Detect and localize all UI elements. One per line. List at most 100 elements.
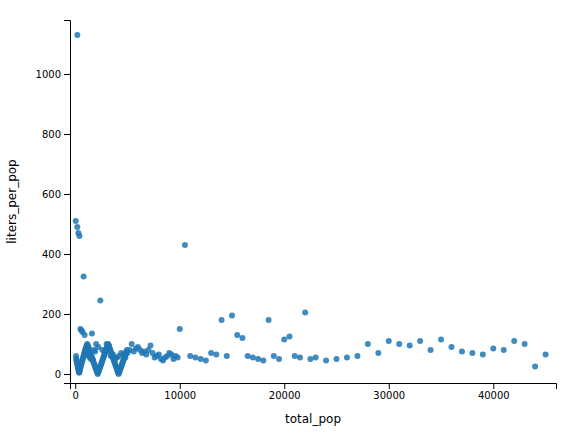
point [511,338,517,344]
point [89,331,95,337]
tick-label: 400 [42,249,61,260]
point [375,350,381,356]
tick-mark [64,194,70,195]
tick-mark [64,74,70,75]
point [260,358,266,364]
tick-mark [64,134,70,135]
point [386,338,392,344]
point [224,353,230,359]
tick: 400 [42,249,70,260]
tick-mark [493,383,494,389]
point [354,353,360,359]
point [124,347,130,353]
point [74,32,80,38]
point [286,334,292,340]
point [229,313,235,319]
point [271,353,277,359]
point [543,352,549,358]
point [73,218,79,224]
point [250,355,256,361]
chart: 0 10000 20000 30000 40000 0 200 400 600 800 1000 to… [0,0,580,433]
point [182,242,188,248]
point [344,355,350,361]
point [490,346,496,352]
point [396,341,402,347]
tick-label: 600 [42,189,61,200]
point [417,338,423,344]
point [501,347,507,353]
tick: 40000 [478,383,510,401]
tick-label: 40000 [478,390,510,401]
point [323,358,329,364]
x-axis: 0 10000 20000 30000 40000 [71,383,557,401]
point [334,356,340,362]
tick-mark [64,254,70,255]
point [97,298,103,304]
point [292,353,298,359]
tick-label: 20000 [269,390,301,401]
point [297,355,303,361]
point [192,355,198,361]
point [407,343,413,349]
tick: 0 [55,369,70,380]
point [129,341,135,347]
tick: 800 [42,129,70,140]
point [532,364,538,370]
point [198,356,204,362]
point [281,337,287,343]
point [480,352,486,358]
tick-mark [284,383,285,389]
point [365,341,371,347]
point [255,356,261,362]
tick: 600 [42,189,70,200]
tick: 10000 [164,383,196,401]
point [245,353,251,359]
tick-label: 0 [73,390,79,401]
point [208,350,214,356]
tick-label: 800 [42,129,61,140]
point [307,356,313,362]
point [219,317,225,323]
x-axis-title: total_pop [285,412,341,426]
tick-label: 200 [42,309,61,320]
point [239,335,245,341]
tick: 0 [73,383,79,401]
point [234,332,240,338]
tick: 1000 [36,69,70,80]
y-axis-title: liters_per_pop [5,159,19,243]
point [147,343,153,349]
point [187,353,193,359]
plot: 0 10000 20000 30000 40000 0 200 400 600 800 1000 [36,21,557,402]
tick-mark [64,314,70,315]
points [73,32,549,377]
tick: 200 [42,309,70,320]
point [448,344,454,350]
point [276,356,282,362]
tick: 30000 [373,383,405,401]
axis-line [71,384,557,390]
tick-mark [389,383,390,389]
tick-label: 1000 [36,69,61,80]
tick-mark [75,383,76,389]
tick-mark [64,374,70,375]
y-axis: 0 200 400 600 800 1000 [36,21,71,384]
point [175,355,181,361]
tick-mark [180,383,181,389]
point [266,317,272,323]
point [438,337,444,343]
point [213,352,219,358]
point [81,274,87,280]
point [76,233,82,239]
point [74,224,80,230]
point [459,349,465,355]
point [469,350,475,356]
point [177,326,183,332]
point [203,358,209,364]
tick: 20000 [269,383,301,401]
point [302,310,308,316]
axis-line [64,21,71,384]
point [522,341,528,347]
point [313,355,319,361]
tick-label: 10000 [164,390,196,401]
point [82,332,88,338]
